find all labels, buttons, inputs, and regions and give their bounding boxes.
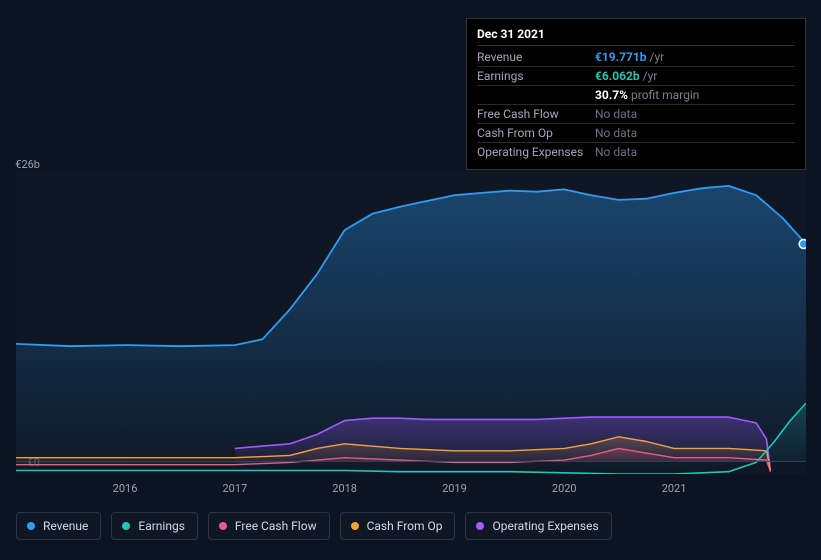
legend-dot-icon (122, 522, 130, 530)
tooltip-row: Revenue€19.771b/yr (477, 48, 795, 67)
tooltip-row: Earnings€6.062b/yr (477, 67, 795, 86)
legend-dot-icon (27, 522, 35, 530)
tooltip-label: Cash From Op (477, 126, 595, 140)
y-axis-label: €26b (0, 158, 40, 171)
x-axis-label: 2016 (113, 482, 138, 495)
tooltip-value: €6.062b/yr (595, 69, 657, 83)
current-value-marker (799, 240, 806, 249)
x-axis-label: 2020 (552, 482, 577, 495)
tooltip-row: Cash From OpNo data (477, 124, 795, 143)
chart-legend: Revenue Earnings Free Cash Flow Cash From O… (16, 512, 612, 540)
legend-item[interactable]: Cash From Op (340, 512, 456, 540)
x-axis-label: 2018 (332, 482, 357, 495)
legend-label: Earnings (138, 519, 185, 533)
tooltip-date: Dec 31 2021 (477, 25, 795, 46)
tooltip-label: Revenue (477, 50, 595, 64)
chart-plot-area[interactable] (16, 172, 806, 474)
legend-item[interactable]: Free Cash Flow (208, 512, 330, 540)
tooltip-row: 30.7%profit margin (477, 86, 795, 105)
legend-dot-icon (351, 522, 359, 530)
legend-dot-icon (219, 522, 227, 530)
legend-item[interactable]: Revenue (16, 512, 101, 540)
legend-label: Free Cash Flow (235, 519, 317, 533)
chart-container: Dec 31 2021 Revenue€19.771b/yrEarnings€6… (0, 0, 821, 560)
legend-label: Operating Expenses (492, 519, 598, 533)
tooltip-value: No data (595, 126, 637, 140)
legend-item[interactable]: Operating Expenses (465, 512, 611, 540)
x-axis-label: 2017 (222, 482, 247, 495)
x-axis-label: 2021 (662, 482, 687, 495)
tooltip-label: Earnings (477, 69, 595, 83)
tooltip-label: Operating Expenses (477, 145, 595, 159)
tooltip-row: Free Cash FlowNo data (477, 105, 795, 124)
x-axis-label: 2019 (442, 482, 467, 495)
tooltip-label: Free Cash Flow (477, 107, 595, 121)
tooltip-value: No data (595, 145, 637, 159)
legend-item[interactable]: Earnings (111, 512, 198, 540)
chart-svg (16, 172, 806, 474)
tooltip-row: Operating ExpensesNo data (477, 143, 795, 161)
legend-dot-icon (476, 522, 484, 530)
legend-label: Revenue (43, 519, 88, 533)
legend-label: Cash From Op (367, 519, 443, 533)
tooltip-label (477, 88, 595, 102)
tooltip-value: €19.771b/yr (595, 50, 664, 64)
chart-tooltip: Dec 31 2021 Revenue€19.771b/yrEarnings€6… (466, 18, 806, 170)
tooltip-value: No data (595, 107, 637, 121)
tooltip-value: 30.7%profit margin (595, 88, 699, 102)
